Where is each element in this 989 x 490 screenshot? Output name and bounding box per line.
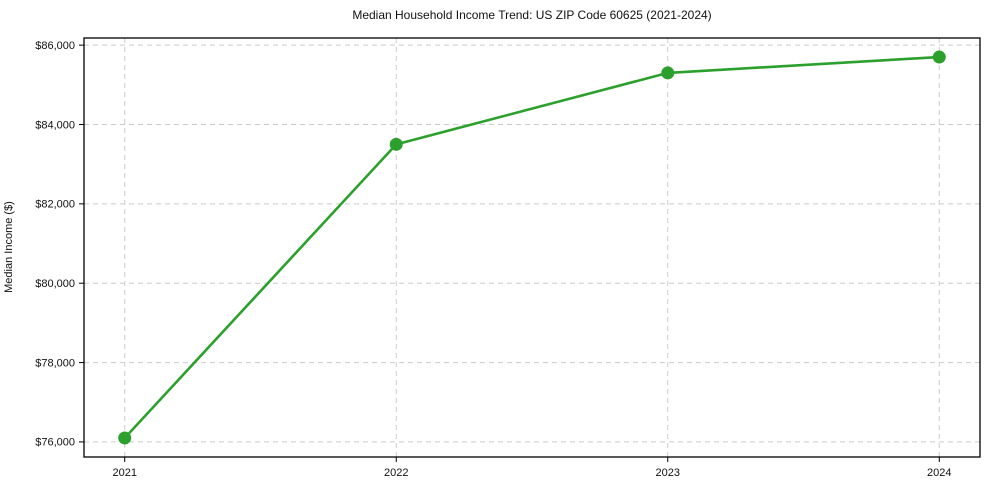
y-tick-label: $84,000 <box>35 119 75 131</box>
chart-title: Median Household Income Trend: US ZIP Co… <box>352 8 712 22</box>
data-point-2023 <box>661 66 675 80</box>
y-tick-label: $80,000 <box>35 278 75 290</box>
x-tick-label: 2024 <box>927 467 951 479</box>
data-point-2021 <box>118 431 132 445</box>
y-tick-label: $76,000 <box>35 437 75 449</box>
x-tick-label: 2021 <box>112 467 136 479</box>
data-point-2024 <box>932 50 946 64</box>
axes-border <box>83 37 981 458</box>
y-tick-label: $82,000 <box>35 199 75 211</box>
x-tick-label: 2022 <box>384 467 408 479</box>
x-tick-label: 2023 <box>656 467 680 479</box>
y-tick-label: $86,000 <box>35 40 75 52</box>
y-tick-label: $78,000 <box>35 357 75 369</box>
trend-line <box>123 55 941 440</box>
data-point-2022 <box>389 137 403 151</box>
